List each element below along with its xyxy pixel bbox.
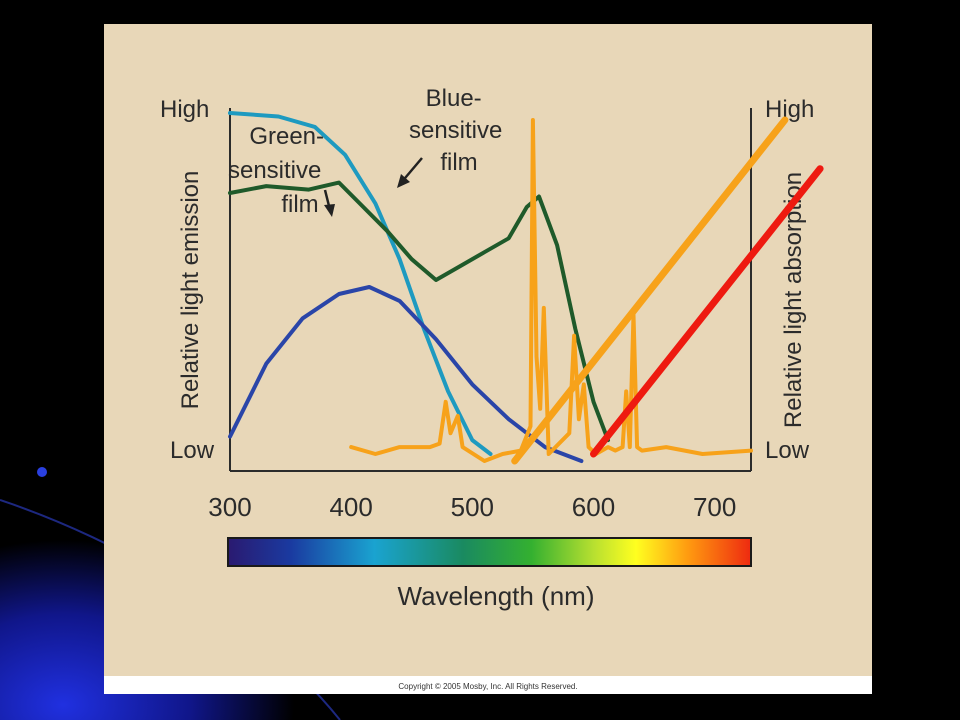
y-left-high-label: High xyxy=(160,96,209,123)
red-absorption-line xyxy=(590,165,824,458)
blue-emission-curve xyxy=(228,285,584,463)
annotation-blue-sensitive-film: Blue- sensitive film xyxy=(409,85,509,176)
wavelength-spectrum-bar xyxy=(227,537,752,567)
spectrum-chart: High Low High Low Relative light emissio… xyxy=(160,85,824,611)
x-axis-title: Wavelength (nm) xyxy=(398,581,595,611)
annotation-green-line-3: film xyxy=(281,191,318,218)
green-sensitive-film-curve xyxy=(228,180,610,443)
y-left-axis-title: Relative light emission xyxy=(177,171,204,410)
x-tick-label: 600 xyxy=(572,492,615,522)
x-tick-label: 300 xyxy=(208,492,251,522)
x-tick-label: 400 xyxy=(329,492,372,522)
x-tick-label: 700 xyxy=(693,492,736,522)
y-right-low-label: Low xyxy=(765,437,810,464)
annotation-green-line-1: Green- xyxy=(249,123,324,150)
arrowhead-blue-icon xyxy=(397,174,410,188)
annotation-blue-line-1: Blue- xyxy=(426,85,482,112)
y-left-low-label: Low xyxy=(170,437,215,464)
copyright-notice: Copyright © 2005 Mosby, Inc. All Rights … xyxy=(104,676,872,694)
y-right-high-label: High xyxy=(765,96,814,123)
annotation-green-line-2: sensitive xyxy=(228,157,321,184)
chart-panel: High Low High Low Relative light emissio… xyxy=(104,24,872,694)
orange-absorption-line xyxy=(511,116,789,465)
annotation-blue-line-2: sensitive xyxy=(409,117,502,144)
x-tick-label: 500 xyxy=(451,492,494,522)
annotation-green-sensitive-film: Green- sensitive film xyxy=(228,123,331,218)
arrowhead-green-icon xyxy=(324,204,335,217)
annotation-blue-line-3: film xyxy=(440,149,477,176)
